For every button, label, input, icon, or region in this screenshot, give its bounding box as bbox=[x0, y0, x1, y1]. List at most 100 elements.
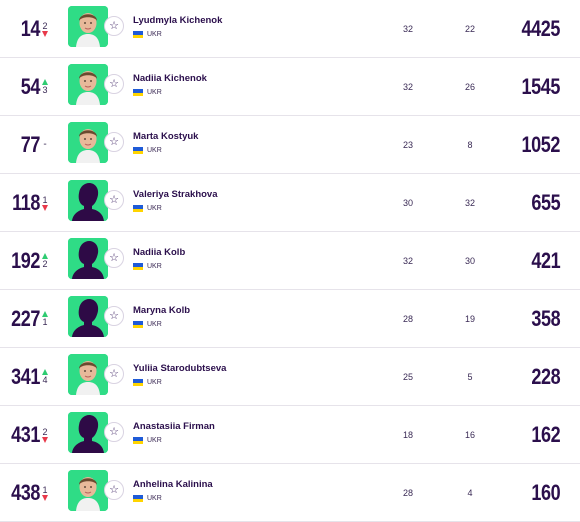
player-name[interactable]: Nadiia Kolb bbox=[133, 247, 186, 258]
points: 4425 bbox=[521, 16, 560, 41]
player-name[interactable]: Anhelina Kalinina bbox=[133, 479, 213, 490]
rank-movement: 4 bbox=[38, 348, 52, 406]
star-icon[interactable]: ☆ bbox=[104, 16, 124, 36]
points: 421 bbox=[531, 248, 560, 273]
country-code: UKR bbox=[147, 31, 162, 38]
player-name[interactable]: Valeriya Strakhova bbox=[133, 189, 218, 200]
ukraine-flag-icon bbox=[133, 321, 143, 328]
ukraine-flag-icon bbox=[133, 147, 143, 154]
ranking-row[interactable]: 118 1 ☆ Valeriya Strakhova UKR 30 32 655 bbox=[0, 174, 580, 232]
stat-column-2: 19 bbox=[464, 314, 475, 324]
player-photo[interactable] bbox=[68, 470, 108, 511]
stat-column-1: 25 bbox=[402, 372, 413, 382]
player-silhouette[interactable] bbox=[68, 296, 108, 337]
country-code: UKR bbox=[147, 321, 162, 328]
stat-column-1: 28 bbox=[402, 488, 413, 498]
stat-column-2: 32 bbox=[464, 198, 475, 208]
stat-column-2: 22 bbox=[464, 24, 475, 34]
star-icon[interactable]: ☆ bbox=[104, 248, 124, 268]
star-icon[interactable]: ☆ bbox=[104, 74, 124, 94]
arrow-up-icon bbox=[42, 253, 48, 259]
player-name[interactable]: Maryna Kolb bbox=[133, 305, 191, 316]
player-silhouette[interactable] bbox=[68, 238, 108, 279]
player-photo[interactable] bbox=[68, 122, 108, 163]
arrow-down-icon bbox=[42, 31, 48, 37]
arrow-up-icon bbox=[42, 79, 48, 85]
ranking-row[interactable]: 77 - ☆ Marta Kostyuk UKR 23 8 1052 bbox=[0, 116, 580, 174]
rank-movement: 2 bbox=[38, 406, 52, 464]
rank-number: 227 bbox=[11, 306, 41, 331]
rank-movement: 2 bbox=[38, 0, 52, 58]
stat-column-1: 28 bbox=[402, 314, 413, 324]
rank-movement: - bbox=[38, 116, 52, 174]
stat-column-2: 5 bbox=[467, 372, 473, 382]
player-photo[interactable] bbox=[68, 354, 108, 395]
stat-column-2: 26 bbox=[464, 82, 475, 92]
player-country: UKR bbox=[133, 89, 162, 96]
stat-column-2: 16 bbox=[464, 430, 475, 440]
points: 162 bbox=[531, 422, 560, 447]
player-photo[interactable] bbox=[68, 64, 108, 105]
star-icon[interactable]: ☆ bbox=[104, 306, 124, 326]
movement-value: 2 bbox=[42, 21, 48, 31]
star-icon[interactable]: ☆ bbox=[104, 190, 124, 210]
player-country: UKR bbox=[133, 263, 162, 270]
country-code: UKR bbox=[147, 89, 162, 96]
ranking-row[interactable]: 341 4 ☆ Yuliia Starodubtseva UKR 25 5 22… bbox=[0, 348, 580, 406]
rank-number: 438 bbox=[11, 480, 41, 505]
player-country: UKR bbox=[133, 437, 162, 444]
ranking-row[interactable]: 227 1 ☆ Maryna Kolb UKR 28 19 358 bbox=[0, 290, 580, 348]
star-icon[interactable]: ☆ bbox=[104, 364, 124, 384]
country-code: UKR bbox=[147, 147, 162, 154]
ukraine-flag-icon bbox=[133, 205, 143, 212]
stat-column-2: 4 bbox=[467, 488, 473, 498]
player-country: UKR bbox=[133, 379, 162, 386]
player-name[interactable]: Anastasiia Firman bbox=[133, 421, 215, 432]
ukraine-flag-icon bbox=[133, 495, 143, 502]
rank-number: 77 bbox=[20, 132, 41, 157]
ukraine-flag-icon bbox=[133, 89, 143, 96]
rank-number: 431 bbox=[11, 422, 41, 447]
stat-column-1: 23 bbox=[402, 140, 413, 150]
player-country: UKR bbox=[133, 321, 162, 328]
star-icon[interactable]: ☆ bbox=[104, 422, 124, 442]
rank-number: 54 bbox=[20, 74, 41, 99]
stat-column-2: 30 bbox=[464, 256, 475, 266]
ranking-row[interactable]: 438 1 ☆ Anhelina Kalinina UKR 28 4 160 bbox=[0, 464, 580, 522]
player-name[interactable]: Marta Kostyuk bbox=[133, 131, 199, 142]
stat-column-1: 32 bbox=[402, 82, 413, 92]
movement-value: 1 bbox=[42, 485, 48, 495]
player-country: UKR bbox=[133, 147, 162, 154]
points: 228 bbox=[531, 364, 560, 389]
country-code: UKR bbox=[147, 205, 162, 212]
ranking-row[interactable]: 431 2 ☆ Anastasiia Firman UKR 18 16 162 bbox=[0, 406, 580, 464]
ranking-row[interactable]: 192 2 ☆ Nadiia Kolb UKR 32 30 421 bbox=[0, 232, 580, 290]
ukraine-flag-icon bbox=[133, 263, 143, 270]
ranking-row[interactable]: 14 2 ☆ Lyudmyla Kichenok UKR 32 22 4425 bbox=[0, 0, 580, 58]
stat-column-1: 32 bbox=[402, 24, 413, 34]
points: 1052 bbox=[521, 132, 560, 157]
star-icon[interactable]: ☆ bbox=[104, 132, 124, 152]
rank-movement: 1 bbox=[38, 464, 52, 522]
player-name[interactable]: Yuliia Starodubtseva bbox=[133, 363, 227, 374]
stat-column-1: 18 bbox=[402, 430, 413, 440]
movement-value: 3 bbox=[42, 85, 48, 95]
movement-value: 4 bbox=[42, 375, 48, 385]
star-icon[interactable]: ☆ bbox=[104, 480, 124, 500]
rank-movement: 3 bbox=[38, 58, 52, 116]
rank-number: 341 bbox=[11, 364, 41, 389]
player-country: UKR bbox=[133, 31, 162, 38]
player-photo[interactable] bbox=[68, 6, 108, 47]
player-silhouette[interactable] bbox=[68, 180, 108, 221]
stat-column-2: 8 bbox=[467, 140, 473, 150]
arrow-up-icon bbox=[42, 369, 48, 375]
rank-movement: 1 bbox=[38, 174, 52, 232]
player-name[interactable]: Lyudmyla Kichenok bbox=[133, 15, 223, 26]
ranking-row[interactable]: 54 3 ☆ Nadiia Kichenok UKR 32 26 1545 bbox=[0, 58, 580, 116]
stat-column-1: 30 bbox=[402, 198, 413, 208]
ukraine-flag-icon bbox=[133, 437, 143, 444]
player-name[interactable]: Nadiia Kichenok bbox=[133, 73, 207, 84]
arrow-down-icon bbox=[42, 495, 48, 501]
player-silhouette[interactable] bbox=[68, 412, 108, 453]
player-country: UKR bbox=[133, 495, 162, 502]
